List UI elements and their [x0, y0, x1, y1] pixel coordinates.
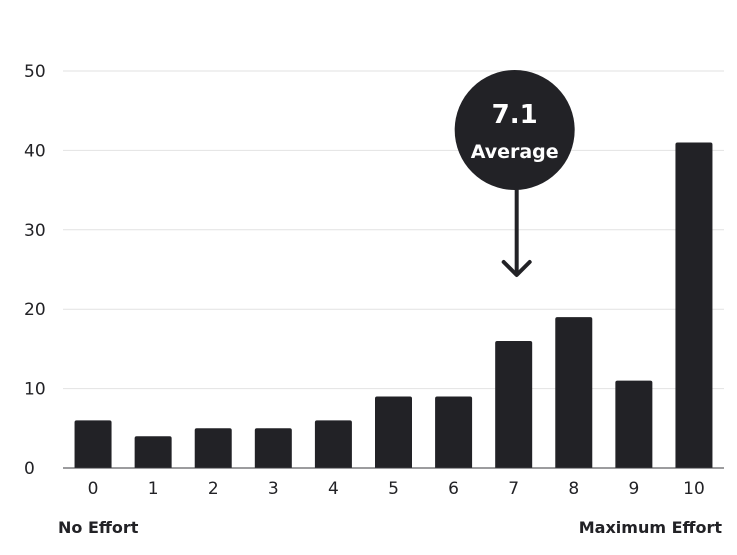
- y-tick-label-30: 30: [24, 221, 46, 241]
- bars: [74, 142, 713, 468]
- x-tick-label-8: 8: [568, 479, 579, 499]
- average-arrow-head: [501, 260, 532, 277]
- x-tick-label-0: 0: [88, 479, 99, 499]
- x-tick-label-3: 3: [268, 479, 279, 499]
- scale-high-label: Maximum Effort: [579, 518, 723, 537]
- x-tick-label-9: 9: [628, 479, 639, 499]
- x-tick-label-1: 1: [148, 479, 159, 499]
- y-axis-tick-labels: 0 10 20 30 40 50: [24, 62, 46, 479]
- x-tick-label-6: 6: [448, 479, 459, 499]
- x-tick-label-7: 7: [508, 479, 519, 499]
- y-tick-label-20: 20: [24, 300, 46, 320]
- bar-9: [615, 380, 653, 468]
- y-tick-label-10: 10: [24, 380, 46, 400]
- gridlines: [63, 70, 724, 390]
- average-bubble: [454, 70, 575, 190]
- x-tick-label-2: 2: [208, 479, 219, 499]
- bar-10: [675, 142, 713, 468]
- bar-4: [314, 420, 352, 468]
- average-value: 7.1: [492, 100, 538, 130]
- x-axis-tick-labels: 0 1 2 3 4 5 6 7 8 9 10: [88, 479, 705, 499]
- bar-7: [495, 340, 533, 468]
- bar-0: [74, 420, 112, 468]
- scale-low-label: No Effort: [58, 518, 139, 537]
- bar-5: [375, 396, 412, 468]
- bar-1: [134, 436, 172, 468]
- average-annotation: 7.1 Average: [454, 70, 575, 277]
- y-tick-label-40: 40: [24, 141, 46, 161]
- bar-3: [254, 428, 292, 468]
- x-tick-label-4: 4: [328, 479, 339, 499]
- x-tick-label-5: 5: [388, 479, 399, 499]
- bar-6: [435, 396, 473, 468]
- x-tick-label-10: 10: [683, 479, 705, 499]
- y-tick-label-0: 0: [24, 459, 35, 479]
- bar-2: [194, 428, 232, 468]
- bar-8: [555, 317, 593, 468]
- average-label: Average: [471, 141, 559, 163]
- y-tick-label-50: 50: [24, 62, 46, 82]
